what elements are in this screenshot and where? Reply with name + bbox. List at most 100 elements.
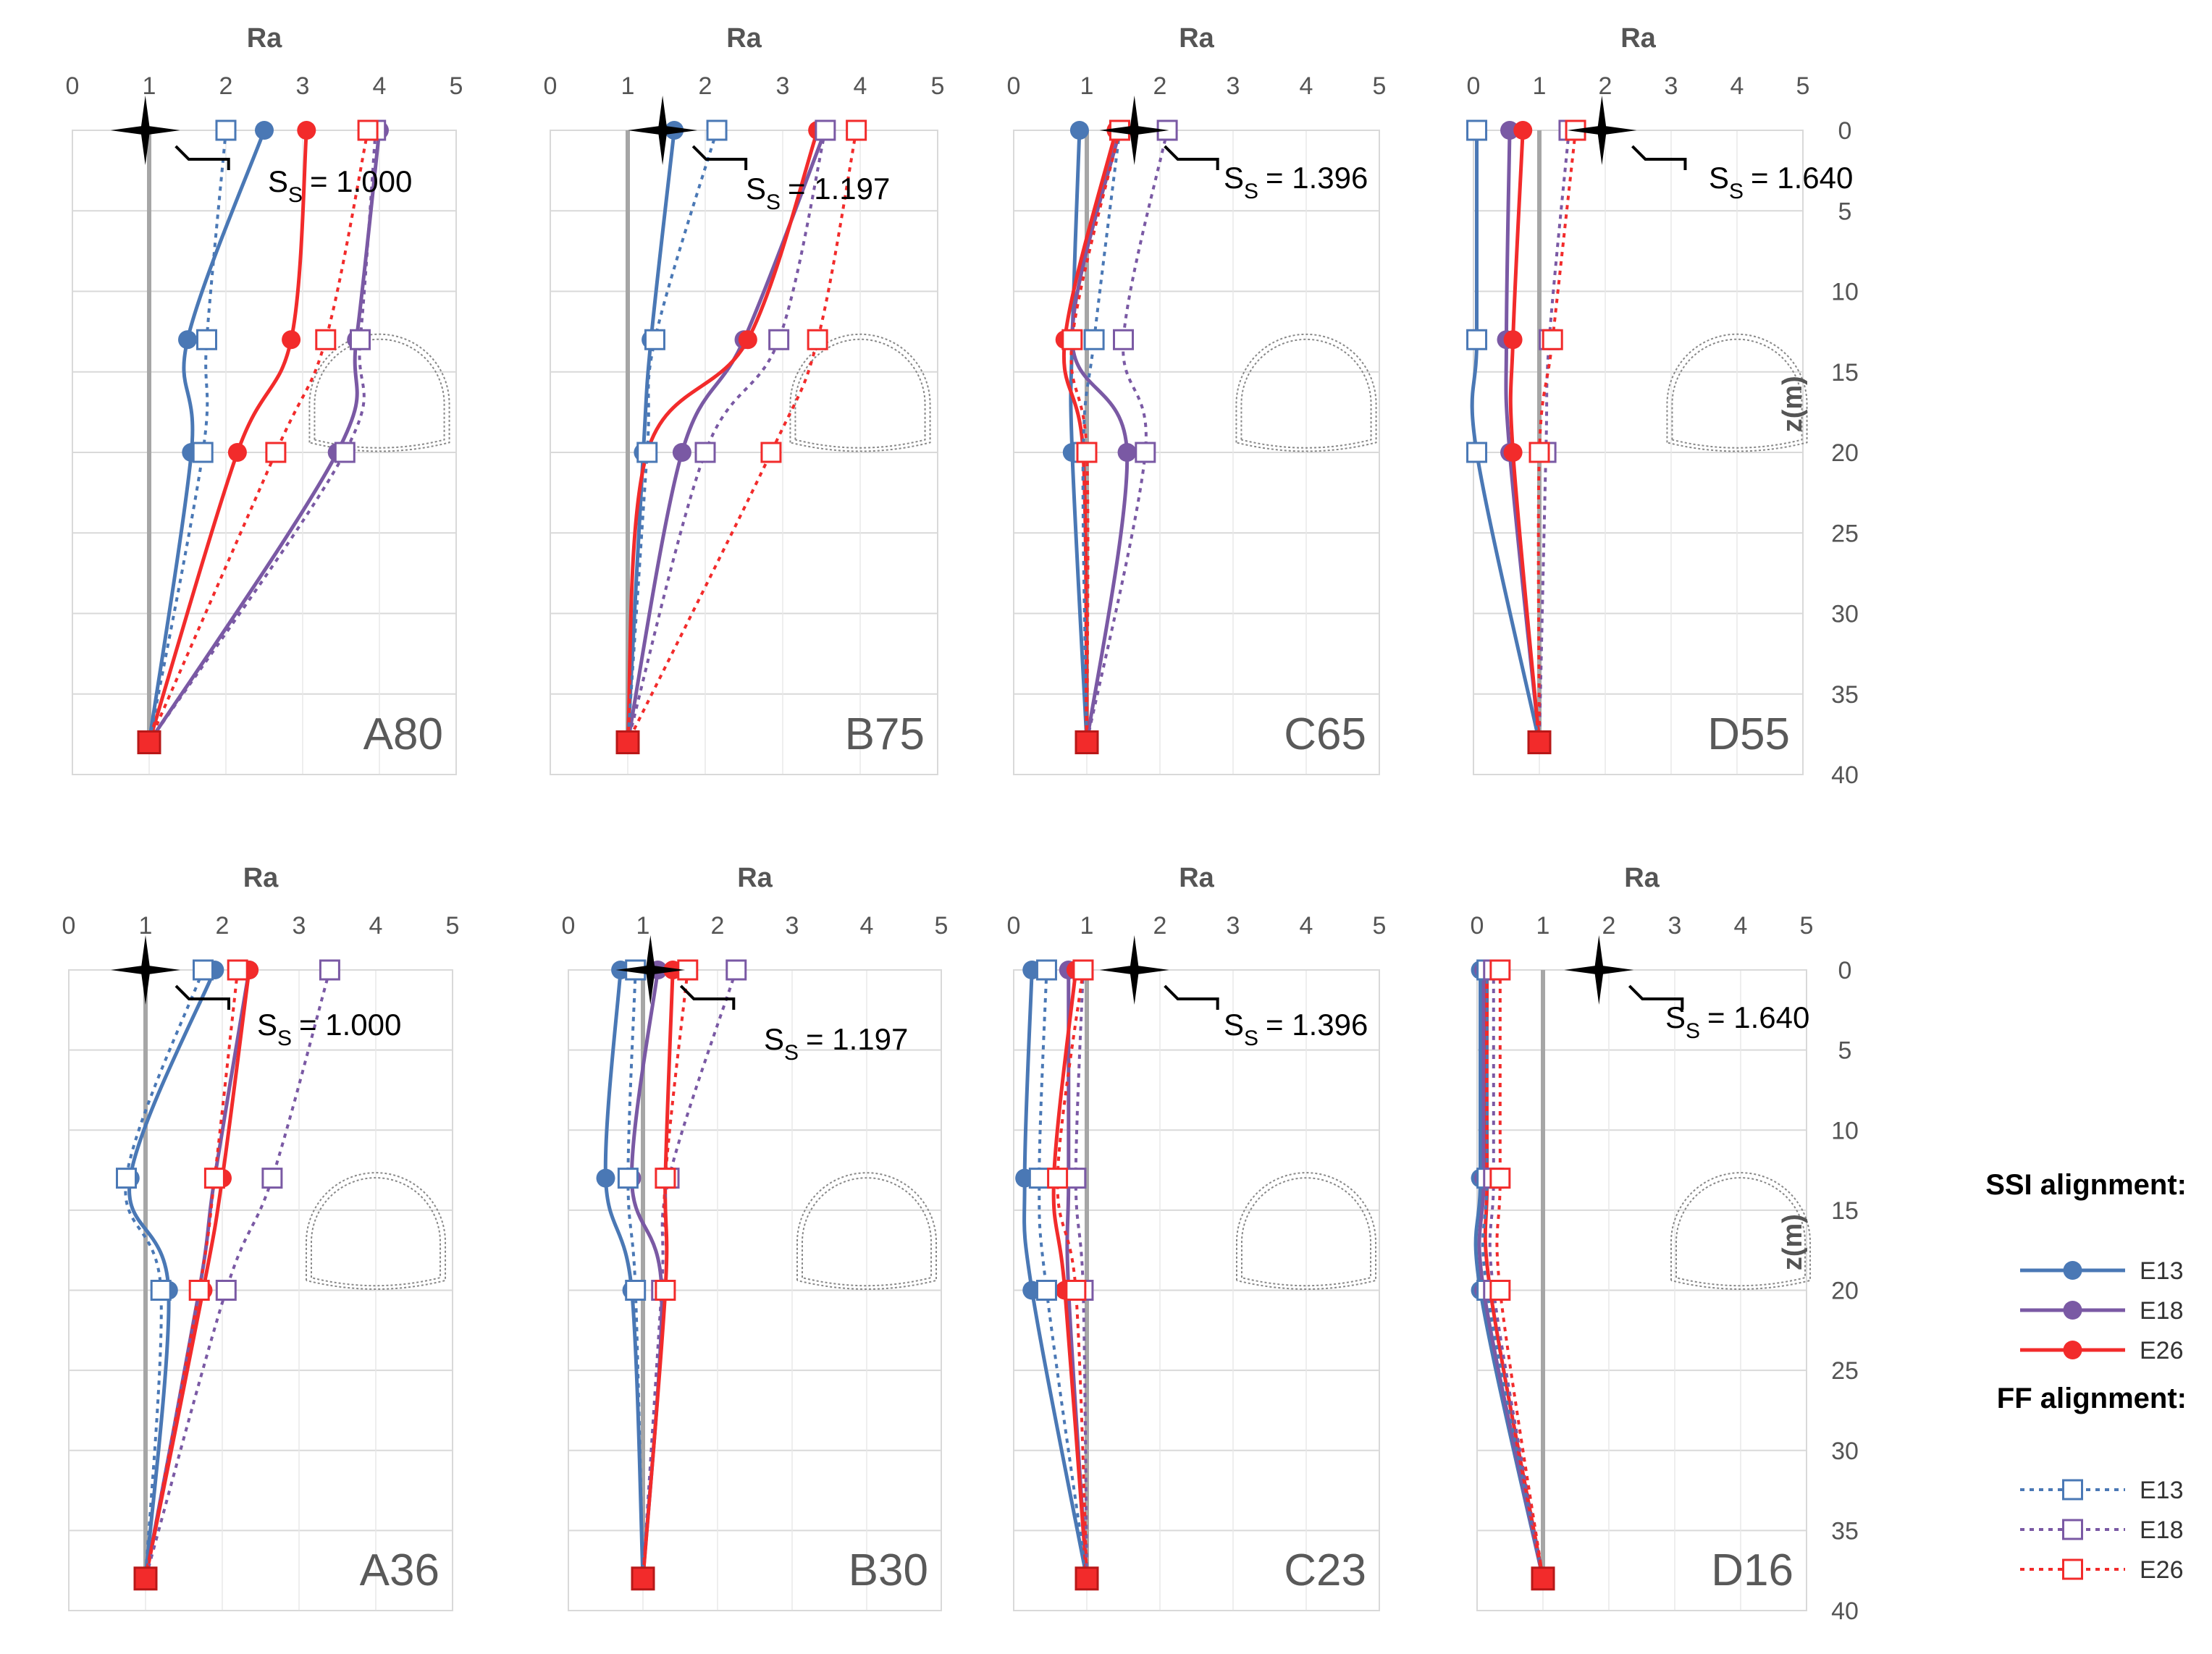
ss-subscript: S (766, 190, 781, 214)
series-line-FF-E18 (148, 130, 377, 743)
legend-marker-ff-E26 (2062, 1558, 2083, 1580)
marker-FF-E26 (315, 329, 337, 350)
ss-number: = 1.640 (1707, 1000, 1809, 1034)
ss-leader-line (174, 145, 230, 170)
x-tick-label: 0 (562, 912, 576, 940)
series-line-SSI-E13 (603, 969, 645, 1579)
series-line-FF-E26 (1069, 130, 1122, 743)
x-tick-label: 5 (935, 912, 949, 940)
tunnel-ring (314, 338, 445, 449)
x-tick-label: 4 (854, 72, 867, 100)
x-tick-label: 3 (293, 912, 306, 940)
panel-D16: 0 1 2 3 4 5 Ra SS = 1.640 D16 (1471, 863, 1813, 1611)
z-tick-label: 0 (1838, 117, 1852, 145)
legend-marker-ssi-E13 (2063, 1261, 2082, 1280)
z-tick-label: 10 (1831, 1117, 1859, 1144)
marker-FF-E26 (203, 1168, 225, 1189)
marker-bottom (1075, 1566, 1099, 1591)
series-line-SSI-E26 (1061, 130, 1118, 743)
marker-SSI-E26 (1513, 121, 1533, 140)
marker-FF-E26 (655, 1168, 676, 1189)
star-icon (1567, 96, 1637, 165)
ss-leader-line (1164, 145, 1219, 170)
ss-leader-line (1628, 984, 1684, 1010)
x-tick-label: 2 (216, 912, 230, 940)
x-tick-label: 3 (1665, 72, 1678, 100)
x-tick-label: 2 (1153, 72, 1167, 100)
series-line-SSI-E26 (626, 130, 820, 743)
ss-symbol: S (1709, 161, 1729, 195)
ss-subscript: S (277, 1026, 292, 1050)
x-tick-label: 0 (62, 912, 76, 940)
ss-subscript: S (288, 183, 303, 207)
marker-bottom (615, 730, 640, 754)
ss-value-label: SS = 1.197 (746, 172, 890, 214)
marker-FF-E26 (1489, 1280, 1511, 1301)
series-line-SSI-E18 (1070, 130, 1130, 743)
z-axis-title: z(m) (1778, 376, 1808, 432)
marker-FF-E13 (193, 959, 214, 981)
ss-number: = 1.197 (806, 1022, 908, 1056)
marker-FF-E13 (644, 329, 665, 350)
marker-FF-E26 (760, 442, 782, 463)
marker-bottom (137, 730, 161, 754)
x-tick-label: 0 (544, 72, 558, 100)
x-tick-label: 1 (621, 72, 635, 100)
z-tick-label: 10 (1831, 279, 1859, 306)
panel-label: B75 (845, 709, 925, 759)
panel-A80: 0 1 2 3 4 5 Ra SS = 1.000 A80 (66, 23, 463, 775)
ss-value-label: SS = 1.000 (268, 164, 412, 207)
ss-subscript: S (784, 1041, 799, 1065)
marker-bottom (631, 1566, 655, 1591)
x-tick-label: 3 (296, 72, 310, 100)
legend-label-ff-E13: E13 (2140, 1477, 2184, 1504)
star-icon (628, 96, 698, 165)
x-tick-label: 1 (143, 72, 156, 100)
z-tick-label: 25 (1831, 1357, 1859, 1385)
panel-label: C23 (1284, 1545, 1366, 1595)
x-tick-label: 1 (1533, 72, 1547, 100)
plot-frame (1013, 130, 1380, 775)
panel-B30: 0 1 2 3 4 5 Ra SS = 1.197 B30 (562, 863, 949, 1611)
star-icon (1564, 935, 1634, 1005)
x-axis-title: Ra (737, 863, 773, 893)
series-line-FF-E13 (626, 969, 644, 1579)
x-tick-label: 4 (373, 72, 387, 100)
marker-FF-E13 (1466, 442, 1488, 463)
panel-B75: 0 1 2 3 4 5 Ra SS = 1.197 B75 (544, 23, 945, 775)
series-line-SSI-E26 (147, 130, 308, 743)
x-axis-title: Ra (1624, 863, 1660, 893)
star-icon (111, 935, 180, 1005)
x-axis-title: Ra (726, 23, 762, 54)
series-line-SSI-E26 (1051, 969, 1089, 1579)
legend-ff-title: FF alignment: (1997, 1383, 2187, 1414)
x-tick-label: 3 (786, 912, 799, 940)
x-tick-label: 2 (1602, 912, 1616, 940)
tunnel-outline (1235, 334, 1377, 452)
ss-symbol: S (746, 172, 766, 206)
tunnel-outline (1670, 1172, 1812, 1290)
x-tick-label: 0 (1467, 72, 1481, 100)
tunnel-ring (1240, 339, 1372, 449)
ss-number: = 1.197 (788, 172, 890, 206)
series-line-FF-E13 (148, 130, 227, 743)
marker-FF-E26 (1489, 1168, 1511, 1189)
tunnel-outline (308, 333, 450, 452)
x-tick-label: 5 (931, 72, 945, 100)
x-tick-label: 2 (219, 72, 233, 100)
tunnel-ring (794, 339, 926, 449)
series-line-FF-E13 (124, 969, 205, 1579)
ss-number: = 1.396 (1266, 161, 1368, 195)
ss-symbol: S (268, 164, 288, 198)
ss-value-label: SS = 1.640 (1709, 161, 1853, 203)
tunnel-ring (308, 333, 450, 452)
ss-number: = 1.000 (310, 164, 412, 198)
legend-label-ssi-E26: E26 (2140, 1337, 2184, 1364)
marker-FF-E18 (694, 442, 716, 463)
marker-SSI-E26 (227, 443, 247, 462)
panel-label: C65 (1284, 709, 1366, 759)
marker-FF-E18 (1135, 442, 1156, 463)
marker-bottom (1531, 1566, 1555, 1591)
x-tick-label: 2 (711, 912, 725, 940)
